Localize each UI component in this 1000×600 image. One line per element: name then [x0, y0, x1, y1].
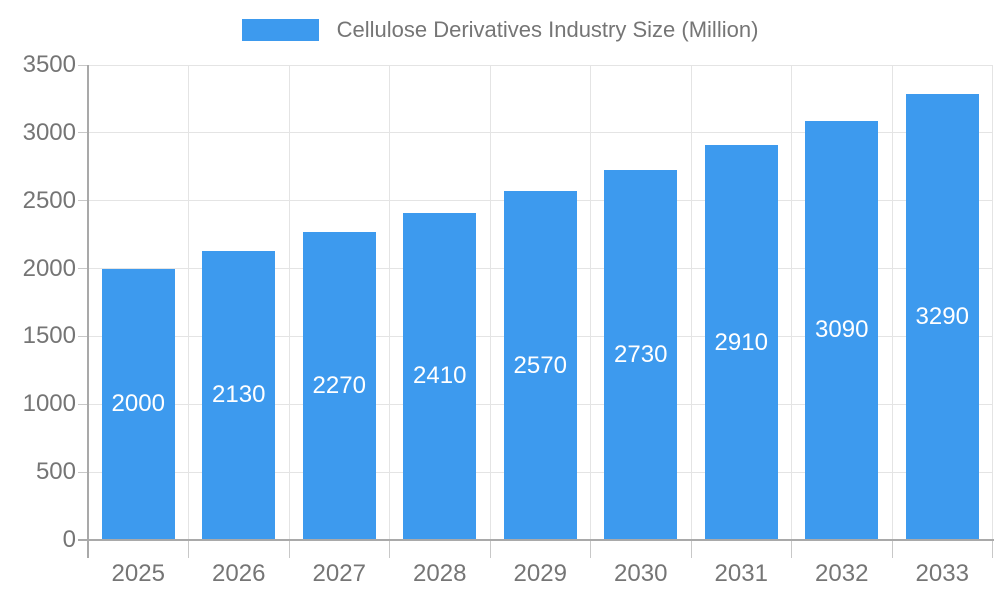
bar-value-label: 2910 [714, 328, 768, 356]
gridline-vertical [690, 65, 692, 540]
gridline-vertical [791, 65, 792, 540]
bar[interactable]: 2910 [704, 145, 778, 540]
bar-value-label: 2130 [212, 381, 266, 409]
x-tick-label: 2033 [915, 560, 969, 587]
y-axis-tick [78, 471, 88, 473]
bar-value-label: 2730 [614, 340, 668, 368]
x-axis-tick [992, 540, 993, 558]
bar[interactable]: 2000 [101, 268, 175, 540]
legend-swatch-icon [241, 19, 319, 41]
y-axis-tick [78, 335, 88, 337]
x-tick-label: 2031 [714, 560, 768, 587]
bar-value-label: 2410 [413, 362, 467, 390]
bar[interactable]: 2730 [604, 169, 678, 540]
bar[interactable]: 2130 [202, 250, 276, 540]
gridline-vertical [489, 65, 491, 540]
legend-label: Cellulose Derivatives Industry Size (Mil… [336, 17, 759, 42]
x-tick-label: 2028 [413, 560, 467, 587]
y-tick-label: 2500 [22, 186, 76, 214]
x-tick-label: 2029 [513, 560, 567, 587]
x-axis-line [78, 539, 994, 541]
gridline-horizontal [88, 132, 993, 134]
gridline-vertical [389, 65, 390, 540]
x-axis-tick [288, 540, 290, 558]
bar-value-label: 2000 [111, 390, 165, 418]
bar[interactable]: 2570 [503, 191, 577, 540]
bar-value-label: 3290 [915, 302, 969, 330]
y-tick-label: 1000 [22, 390, 76, 418]
x-tick-label: 2025 [111, 560, 165, 587]
bar-value-label: 3090 [815, 316, 869, 344]
gridline-vertical [590, 65, 591, 540]
x-axis-tick [188, 540, 189, 558]
bar[interactable]: 3090 [805, 120, 879, 540]
y-tick-label: 0 [62, 526, 76, 553]
bar[interactable]: 3290 [905, 93, 979, 540]
x-axis-tick [891, 540, 893, 558]
bar-value-label: 2270 [312, 371, 366, 399]
x-tick-label: 2030 [614, 560, 668, 587]
y-tick-label: 2000 [22, 254, 76, 282]
y-axis-tick [78, 268, 88, 270]
bar-value-label: 2570 [513, 351, 567, 379]
x-axis-tick [489, 540, 491, 558]
gridline-vertical [891, 65, 893, 540]
x-axis-tick [590, 540, 591, 558]
gridline-horizontal [88, 64, 993, 66]
y-tick-label: 3000 [22, 118, 76, 146]
x-axis-tick [389, 540, 390, 558]
gridline-vertical [188, 65, 189, 540]
y-axis-tick [78, 403, 88, 405]
gridline-vertical [992, 65, 993, 540]
y-axis-tick [78, 200, 88, 202]
y-tick-label: 3500 [22, 51, 76, 78]
bar[interactable]: 2410 [403, 212, 477, 540]
x-tick-label: 2026 [212, 560, 266, 587]
y-axis-tick [78, 132, 88, 134]
x-axis-tick [791, 540, 792, 558]
gridline-vertical [288, 65, 290, 540]
x-axis-tick [690, 540, 692, 558]
y-tick-label: 1500 [22, 322, 76, 350]
bar[interactable]: 2270 [302, 231, 376, 540]
y-axis-line [87, 65, 89, 558]
y-tick-label: 500 [35, 458, 76, 486]
x-tick-label: 2032 [815, 560, 869, 587]
legend-item[interactable]: Cellulose Derivatives Industry Size (Mil… [0, 17, 1000, 43]
x-tick-label: 2027 [312, 560, 366, 587]
y-axis-tick [78, 64, 88, 66]
